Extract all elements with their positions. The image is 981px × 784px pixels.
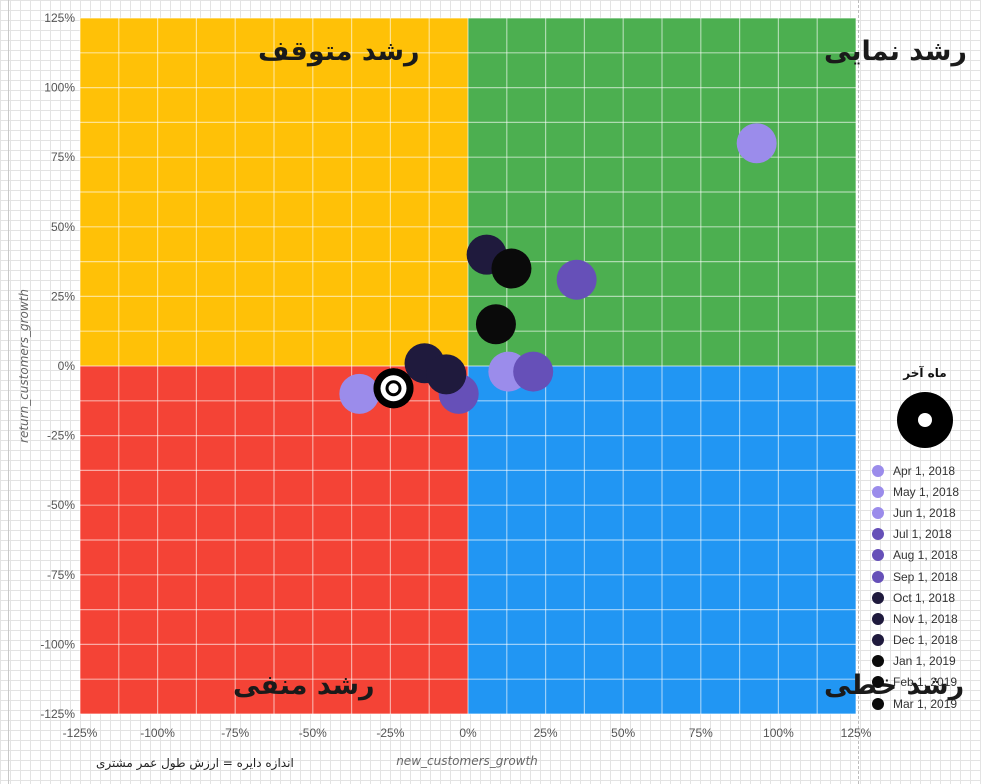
legend-item[interactable]: Oct 1, 2018 [872,587,981,608]
y-tick-label: -100% [40,637,75,651]
y-axis-ticks: 125% 100% 75% 50% 25% 0% -25% -50% -75% -100% -125… [40,11,75,721]
x-axis-ticks: -125% -100% -75% -50% -25% 0% 25% 50% 75% 100% 125… [63,726,872,740]
legend-label: Sep 1, 2018 [893,569,958,584]
size-legend-title: ماه آخر [903,366,947,380]
x-tick-label: 75% [689,726,713,740]
y-axis-title: return_customers_growth [17,289,31,443]
legend-swatch [872,697,884,710]
legend-item[interactable]: May 1, 2018 [872,481,981,502]
latest-point-center [388,383,399,394]
legend-label: Jul 1, 2018 [893,527,952,542]
y-tick-label: -125% [40,707,75,721]
legend-item[interactable]: Mar 1, 2019 [872,693,981,714]
page-border-right [858,0,860,784]
quadrant-label-bottom-left: رشد منفی [233,670,375,701]
y-tick-label: -50% [47,498,75,512]
legend-label: May 1, 2018 [893,484,960,499]
x-tick-label: 50% [611,726,635,740]
x-tick-label: -50% [299,726,327,740]
x-tick-label: -25% [376,726,404,740]
legend-swatch [872,528,884,541]
legend-label: Mar 1, 2019 [893,696,958,711]
legend-swatch [872,676,884,689]
quadrant-label-top-right: رشد نمایی [824,36,967,67]
x-tick-label: -75% [221,726,249,740]
data-point [339,373,380,414]
legend-swatch [872,634,884,647]
data-point [556,259,597,300]
legend-label: Aug 1, 2018 [893,548,958,563]
legend-item[interactable]: Nov 1, 2018 [872,608,981,629]
x-tick-label: 25% [534,726,558,740]
quadrant-labels: رشد متوقف رشد نمایی رشد منفی رشد خطی [233,36,967,701]
size-legend-center [918,413,932,427]
x-axis-title: new_customers_growth [396,754,538,768]
legend-swatch [872,485,884,498]
legend-swatch [872,612,884,625]
x-tick-label: -100% [140,726,175,740]
legend-item[interactable]: Jun 1, 2018 [872,502,981,523]
data-points [339,123,777,414]
data-point [475,304,516,345]
legend-swatch [872,591,884,604]
legend-item[interactable]: Jan 1, 2019 [872,651,981,672]
legend-item[interactable]: Jul 1, 2018 [872,524,981,545]
quadrant-label-top-left: رشد متوقف [258,36,420,67]
x-tick-label: 100% [763,726,794,740]
legend-label: Jan 1, 2019 [893,654,956,669]
page-border-left [8,0,9,784]
quadrant-label-bottom-right: رشد خطی [824,670,964,701]
legend-item[interactable]: Feb 1, 2019 [872,672,981,693]
legend-item[interactable]: Sep 1, 2018 [872,566,981,587]
legend-item[interactable]: Aug 1, 2018 [872,545,981,566]
legend-item[interactable]: Apr 1, 2018 [872,460,981,481]
y-tick-label: 100% [44,81,75,95]
y-tick-label: 25% [51,289,75,303]
y-tick-label: 0% [58,359,76,373]
legend-label: Apr 1, 2018 [893,463,956,478]
data-point [426,354,467,395]
legend: Apr 1, 2018 May 1, 2018 Jun 1, 2018 Jul 1, … [872,460,981,714]
y-tick-label: -25% [47,429,75,443]
legend-swatch [872,464,884,477]
legend-label: Feb 1, 2019 [893,675,958,690]
y-tick-label: 125% [44,11,75,25]
legend-swatch [872,549,884,562]
gridlines [79,17,857,715]
bubble-size-note: اندازه دایره = ارزش طول عمر مشتری [96,756,294,770]
legend-label: Jun 1, 2018 [893,505,956,520]
y-tick-label: -75% [47,568,75,582]
legend-item[interactable]: Dec 1, 2018 [872,630,981,651]
legend-label: Nov 1, 2018 [893,611,958,626]
data-point [736,123,777,164]
legend-swatch [872,506,884,519]
size-legend-marker [897,392,953,448]
legend-label: Dec 1, 2018 [893,633,958,648]
x-tick-label: -125% [63,726,98,740]
legend-swatch [872,570,884,583]
x-tick-label: 0% [459,726,477,740]
legend-label: Oct 1, 2018 [893,590,956,605]
y-tick-label: 50% [51,220,75,234]
x-tick-label: 125% [841,726,872,740]
legend-swatch [872,655,884,668]
data-point [513,351,554,392]
y-tick-label: 75% [51,150,75,164]
data-point [491,248,532,289]
